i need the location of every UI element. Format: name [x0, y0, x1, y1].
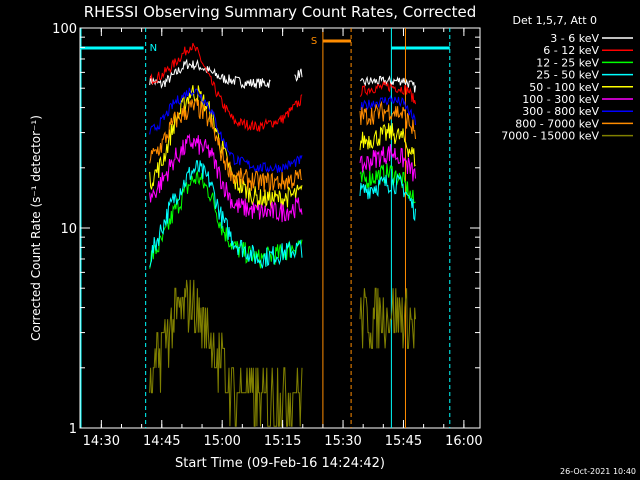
series-line	[149, 87, 416, 174]
saa-label: S	[311, 36, 317, 47]
series-layer	[149, 42, 416, 427]
legend-label: 100 - 300 keV	[522, 93, 599, 106]
series-line	[149, 160, 416, 269]
x-tick-label: 14:45	[143, 434, 180, 449]
legend-label: 50 - 100 keV	[529, 81, 599, 94]
series-line	[149, 42, 416, 132]
legend-label: 6 - 12 keV	[543, 44, 599, 57]
x-tick-label: 15:00	[203, 434, 240, 449]
x-tick-label: 16:00	[445, 434, 482, 449]
legend-label: 12 - 25 keV	[536, 56, 599, 69]
plot-annotations: NS	[80, 28, 451, 428]
timestamp-label: 26-Oct-2021 10:40	[560, 467, 636, 476]
series-line	[149, 58, 416, 93]
legend-label: 3 - 6 keV	[550, 32, 599, 45]
series-line	[149, 97, 416, 192]
series-line	[149, 133, 416, 223]
y-tick-label: 1	[69, 422, 77, 437]
legend-title: Det 1,5,7, Att 0	[513, 14, 597, 27]
axes-layer: 14:30 14:45 15:00 15:15 15:30 15:45 16:00 1 10 10…	[52, 22, 482, 449]
series-line	[149, 163, 416, 269]
x-tick-label: 14:30	[83, 434, 120, 449]
night-label: N	[150, 43, 157, 54]
x-axis-label: Start Time (09-Feb-16 14:24:42)	[175, 456, 385, 471]
legend-label: 300 - 800 keV	[522, 105, 599, 118]
y-axis-label: Corrected Count Rate (s⁻¹ detector⁻¹)	[29, 115, 43, 341]
chart-title: RHESSI Observing Summary Count Rates, Co…	[84, 3, 477, 21]
series-line	[149, 279, 416, 427]
x-tick-label: 15:30	[324, 434, 361, 449]
plot-area	[79, 27, 481, 429]
x-tick-label: 15:45	[385, 434, 422, 449]
legend-label: 800 - 7000 keV	[515, 117, 599, 130]
y-tick-label: 10	[60, 222, 77, 237]
y-tick-label: 100	[52, 22, 77, 37]
legend-label: 25 - 50 keV	[536, 69, 599, 82]
x-tick-label: 15:15	[264, 434, 301, 449]
legend-label: 7000 - 15000 keV	[501, 130, 599, 143]
